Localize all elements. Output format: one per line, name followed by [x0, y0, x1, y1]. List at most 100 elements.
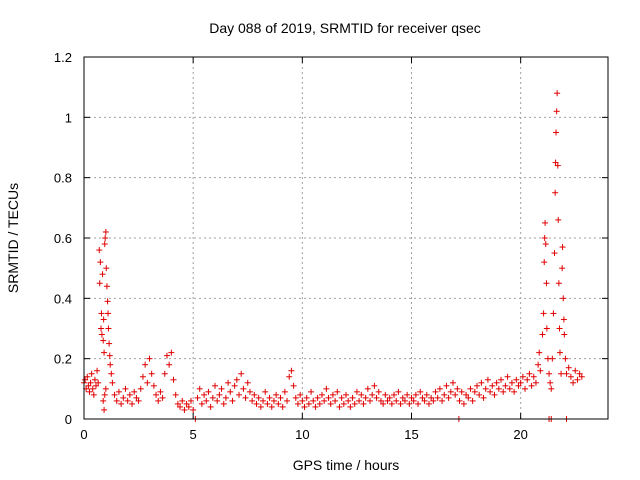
data-point	[131, 388, 138, 395]
data-point	[419, 394, 426, 401]
data-point	[561, 331, 568, 338]
data-point	[417, 388, 424, 395]
data-point	[460, 400, 467, 407]
data-point	[218, 385, 225, 392]
data-point	[338, 394, 345, 401]
data-point	[90, 391, 97, 398]
data-point	[556, 325, 563, 332]
data-point	[107, 361, 114, 368]
data-point	[441, 391, 448, 398]
data-point	[212, 382, 218, 389]
data-point	[478, 379, 485, 386]
data-point	[329, 391, 336, 398]
data-point	[555, 216, 562, 223]
data-point	[172, 391, 179, 398]
data-point	[549, 355, 556, 362]
data-point	[491, 391, 498, 398]
data-point	[345, 397, 352, 404]
data-point	[113, 397, 120, 404]
data-point	[94, 367, 101, 374]
data-point	[105, 310, 112, 317]
data-point	[98, 310, 105, 317]
data-point	[85, 382, 92, 389]
data-point	[97, 259, 104, 266]
y-axis-label: SRMTID / TECUs	[5, 183, 21, 293]
data-point	[101, 349, 108, 356]
data-point	[336, 403, 343, 410]
data-point	[82, 376, 89, 383]
data-point	[351, 400, 358, 407]
data-point	[153, 391, 160, 398]
data-point	[508, 379, 515, 386]
data-point	[100, 316, 107, 323]
data-point	[447, 388, 454, 395]
data-point	[266, 394, 273, 401]
data-point	[467, 385, 474, 392]
data-point	[142, 361, 149, 368]
data-point	[547, 379, 554, 386]
data-point	[101, 241, 108, 248]
data-point	[327, 400, 334, 407]
data-point	[194, 394, 201, 401]
data-point	[84, 373, 91, 380]
data-point	[388, 400, 395, 407]
data-point	[288, 367, 295, 374]
data-point	[146, 355, 153, 362]
data-point	[99, 271, 106, 278]
data-point	[198, 400, 205, 407]
data-point	[225, 379, 232, 386]
data-point	[530, 373, 537, 380]
data-point	[423, 391, 430, 398]
data-point	[102, 385, 109, 392]
data-point	[166, 361, 173, 368]
data-point	[375, 388, 382, 395]
data-point	[484, 376, 491, 383]
data-point	[126, 391, 133, 398]
data-point	[161, 370, 168, 377]
data-point	[290, 382, 297, 389]
data-point	[227, 388, 234, 395]
data-point	[353, 388, 360, 395]
data-point	[421, 397, 428, 404]
data-point	[532, 379, 539, 386]
data-point	[476, 391, 483, 398]
data-point	[294, 400, 301, 407]
data-point	[318, 391, 325, 398]
data-point	[255, 394, 262, 401]
data-point	[524, 376, 531, 383]
data-point	[541, 259, 548, 266]
data-point	[163, 352, 170, 359]
data-point	[187, 397, 194, 404]
data-point	[334, 388, 341, 395]
data-point	[506, 385, 513, 392]
data-point	[201, 391, 208, 398]
y-tick-label: 1	[65, 110, 72, 125]
data-point	[436, 385, 443, 392]
data-point	[546, 370, 553, 377]
data-point	[474, 382, 480, 389]
data-point	[539, 331, 546, 338]
data-point	[216, 391, 223, 398]
data-point	[550, 310, 557, 317]
data-point	[570, 379, 577, 386]
data-point	[205, 388, 212, 395]
data-point	[98, 325, 105, 332]
data-point	[297, 391, 304, 398]
data-point	[242, 394, 249, 401]
data-point	[395, 388, 402, 395]
data-point	[103, 283, 110, 290]
data-point	[236, 391, 243, 398]
data-point	[406, 400, 413, 407]
x-tick-label: 0	[80, 427, 87, 442]
data-point	[104, 298, 111, 305]
x-axis-ticks: 0 5 10 15 20	[80, 57, 528, 442]
data-point	[95, 379, 102, 386]
data-point	[553, 129, 560, 136]
data-point	[340, 400, 347, 407]
data-point	[310, 397, 317, 404]
data-point	[560, 295, 567, 302]
x-tick-label: 5	[190, 427, 197, 442]
data-point	[567, 373, 574, 380]
data-point	[552, 159, 559, 166]
